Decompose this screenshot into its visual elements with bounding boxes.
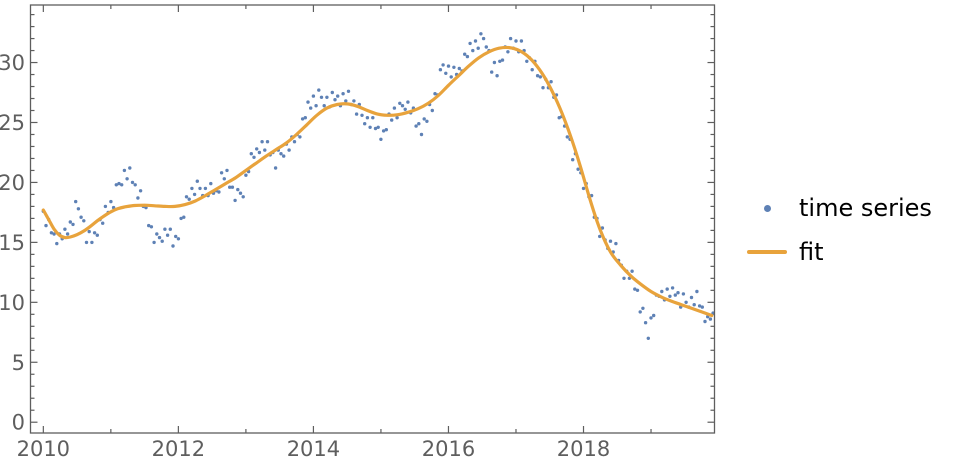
fit-curve <box>41 45 714 318</box>
legend-label-time-series: time series <box>799 194 932 222</box>
x-tick-label: 2012 <box>152 437 205 461</box>
y-tick-label: 0 <box>12 411 25 435</box>
x-tick-label: 2010 <box>17 437 70 461</box>
scatter-series <box>41 32 715 340</box>
y-tick-label: 20 <box>0 171 25 195</box>
y-tick-label: 10 <box>0 291 25 315</box>
x-tick-label: 2016 <box>422 437 475 461</box>
y-tick-label: 30 <box>0 51 25 75</box>
legend-label-fit: fit <box>799 238 824 266</box>
legend-item-time-series: time series <box>746 194 932 222</box>
legend-marker-cell <box>746 204 788 212</box>
scatter-marker-icon <box>763 204 771 212</box>
tick-labels: 2010 2012 2014 2016 2018 0 5 10 15 20 25 30 <box>0 51 610 461</box>
legend: time series fit <box>746 194 932 266</box>
tick-marks <box>30 5 715 433</box>
y-tick-label: 5 <box>12 351 25 375</box>
plot-frame <box>29 4 716 434</box>
legend-item-fit: fit <box>746 238 932 266</box>
y-tick-label: 15 <box>0 231 25 255</box>
x-tick-label: 2018 <box>557 437 610 461</box>
legend-marker-cell <box>746 250 788 254</box>
fit-line-icon <box>747 250 787 254</box>
x-tick-label: 2014 <box>287 437 340 461</box>
y-tick-label: 25 <box>0 111 25 135</box>
